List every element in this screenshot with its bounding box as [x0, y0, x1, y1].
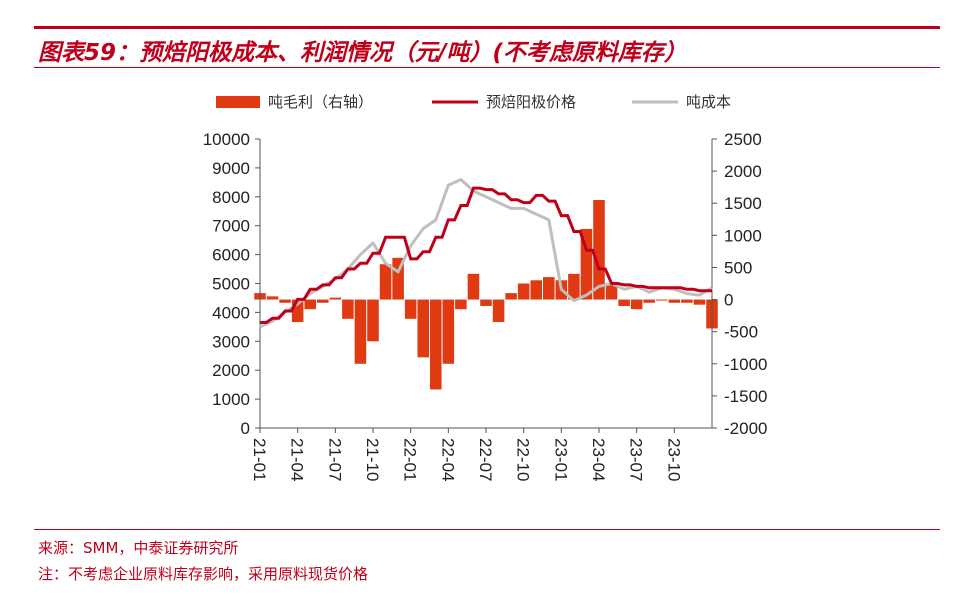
profit-bar	[530, 280, 542, 300]
axes: 0100020003000400050006000700080009000100…	[203, 130, 768, 481]
profit-bar	[467, 273, 480, 300]
left-tick-label: 5000	[212, 275, 250, 294]
right-tick-label: -1500	[724, 387, 767, 406]
legend-label-profit: 吨毛利（右轴）	[268, 93, 373, 111]
top-rule	[34, 26, 940, 29]
right-tick-label: -1000	[724, 355, 767, 374]
x-tick-label: 23-04	[589, 438, 608, 481]
profit-bar	[404, 299, 417, 319]
left-tick-label: 8000	[212, 188, 250, 207]
legend-label-price: 预焙阳极价格	[486, 93, 576, 111]
profit-bar	[367, 299, 379, 342]
x-tick-label: 23-07	[627, 438, 646, 481]
profit-bar	[593, 200, 605, 300]
left-tick-label: 10000	[203, 130, 250, 149]
profit-bar	[630, 299, 643, 310]
source-note: 来源：SMM，中泰证券研究所	[38, 539, 239, 557]
x-tick-label: 22-07	[476, 438, 495, 481]
profit-bar	[279, 299, 291, 303]
right-tick-label: -2000	[724, 419, 767, 438]
left-tick-label: 2000	[212, 361, 250, 380]
profit-bar	[329, 297, 342, 300]
profit-bar	[492, 299, 505, 323]
right-tick-label: 500	[724, 258, 752, 277]
page-title: 图表59：预焙阳极成本、利润情况（元/吨）(不考虑原料库存）	[38, 40, 687, 66]
profit-bar	[480, 299, 492, 306]
x-tick-label: 23-01	[551, 438, 570, 481]
profit-bar	[291, 299, 304, 323]
profit-bar	[379, 264, 392, 300]
x-tick-label: 21-04	[288, 438, 307, 481]
profit-bar	[681, 299, 693, 303]
left-tick-label: 9000	[212, 159, 250, 178]
bottom-rule	[34, 529, 940, 530]
left-tick-label: 6000	[212, 246, 250, 265]
title-rule	[34, 67, 940, 68]
profit-bar	[543, 277, 555, 300]
price-line	[260, 186, 712, 324]
profit-bar	[304, 299, 316, 310]
profit-bar	[517, 283, 530, 300]
legend-swatch-profit	[216, 96, 260, 108]
x-tick-label: 21-01	[250, 438, 269, 481]
x-tick-label: 21-07	[325, 438, 344, 481]
profit-bar	[505, 293, 517, 300]
profit-bar	[354, 299, 367, 364]
x-tick-label: 22-01	[401, 438, 420, 481]
left-tick-label: 1000	[212, 390, 250, 409]
left-tick-label: 7000	[212, 217, 250, 236]
profit-bar	[392, 257, 404, 300]
x-tick-label: 22-10	[514, 438, 533, 481]
x-tick-label: 23-10	[664, 438, 683, 481]
profit-bar	[455, 299, 467, 310]
left-tick-label: 3000	[212, 332, 250, 351]
profit-bar	[342, 299, 354, 319]
profit-bar	[643, 299, 655, 303]
profit-bar	[266, 296, 279, 300]
series-lines	[259, 178, 713, 329]
profit-bar	[668, 299, 681, 303]
profit-bar	[605, 283, 618, 300]
left-tick-label: 0	[241, 419, 250, 438]
profit-bar	[430, 299, 442, 390]
profit-bar	[317, 299, 329, 303]
profit-bar	[580, 228, 593, 300]
profit-bar	[693, 299, 706, 305]
profit-bar	[618, 299, 630, 306]
profit-bar	[417, 299, 429, 358]
profit-bar	[442, 299, 455, 364]
right-tick-label: 0	[724, 291, 733, 310]
x-tick-label: 21-10	[363, 438, 382, 481]
right-tick-label: 2500	[724, 130, 762, 149]
right-tick-label: 1500	[724, 194, 762, 213]
left-tick-label: 4000	[212, 303, 250, 322]
x-tick-label: 22-04	[438, 438, 457, 481]
profit-bars	[254, 200, 718, 390]
profit-bar	[568, 273, 580, 300]
right-tick-label: -500	[724, 323, 758, 342]
legend-label-cost: 吨成本	[686, 93, 731, 111]
right-tick-label: 1000	[724, 226, 762, 245]
right-tick-label: 2000	[724, 162, 762, 181]
profit-bar	[656, 299, 668, 301]
footnote: 注：不考虑企业原料库存影响，采用原料现货价格	[38, 565, 369, 583]
legend: 吨毛利（右轴） 预焙阳极价格 吨成本	[216, 93, 731, 111]
